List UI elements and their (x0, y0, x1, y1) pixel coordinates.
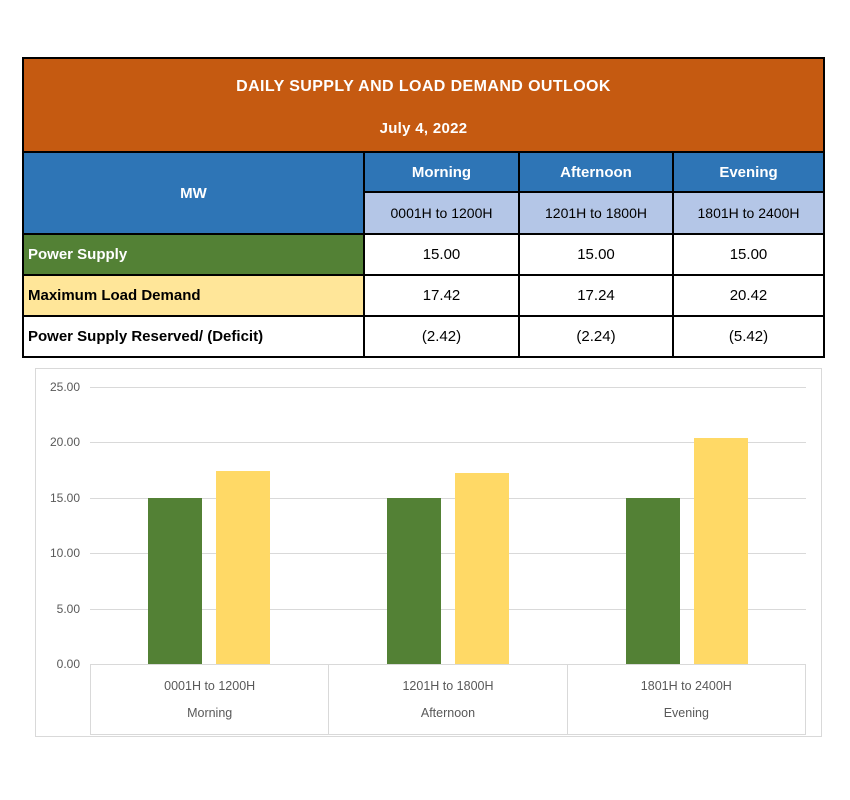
x-tick-group-label: Afternoon (420, 706, 476, 721)
table-row-power-supply: Power Supply 15.00 15.00 15.00 (22, 233, 825, 276)
y-axis-labels: 25.00 20.00 15.00 10.00 5.00 0.00 (36, 379, 80, 672)
bar-power-supply-afternoon (387, 497, 441, 664)
report-date: July 4, 2022 (379, 120, 468, 137)
gridline (90, 442, 806, 444)
x-axis-category-afternoon: 1201H to 1800H Afternoon (329, 665, 568, 734)
chart-plot (90, 387, 806, 665)
x-axis-labels: 0001H to 1200H Morning 1201H to 1800H Af… (90, 664, 806, 735)
reserve-evening: (5.42) (672, 315, 825, 358)
bar-group-evening (567, 387, 806, 664)
bar-power-supply-evening (625, 497, 680, 664)
x-tick-group-label: Evening (663, 706, 709, 721)
max-load-morning: 17.42 (363, 274, 520, 317)
row-label-reserve-deficit: Power Supply Reserved/ (Deficit) (22, 315, 365, 358)
bar-maximum-load-demand-morning (216, 471, 271, 664)
power-supply-evening: 15.00 (672, 233, 825, 276)
gridline (90, 608, 806, 610)
unit-header-cell: MW (22, 151, 365, 235)
bar-maximum-load-demand-evening (693, 437, 748, 664)
table-row-reserve-deficit: Power Supply Reserved/ (Deficit) (2.42) … (22, 315, 825, 358)
column-header-afternoon: Afternoon (518, 151, 674, 193)
x-axis-category-evening: 1801H to 2400H Evening (568, 665, 805, 734)
column-header-evening: Evening (672, 151, 825, 193)
x-tick-group-label: Morning (187, 706, 233, 721)
y-tick-label: 20.00 (49, 435, 80, 450)
gridline (90, 387, 806, 388)
y-tick-label: 5.00 (56, 601, 80, 616)
table-row-max-load-demand: Maximum Load Demand 17.42 17.24 20.42 (22, 274, 825, 317)
time-range-afternoon: 1201H to 1800H (518, 191, 674, 235)
y-tick-label: 15.00 (49, 490, 80, 505)
x-axis-category-morning: 0001H to 1200H Morning (91, 665, 330, 734)
x-tick-time-label: 1201H to 1800H (402, 678, 494, 693)
report-title: DAILY SUPPLY AND LOAD DEMAND OUTLOOK (236, 78, 611, 95)
column-header-morning: Morning (363, 151, 520, 193)
reserve-afternoon: (2.24) (518, 315, 674, 358)
x-tick-time-label: 1801H to 2400H (640, 678, 732, 693)
y-tick-label: 25.00 (49, 380, 80, 394)
row-label-max-load-demand: Maximum Load Demand (22, 274, 365, 317)
time-range-evening: 1801H to 2400H (672, 191, 825, 235)
bar-chart: 25.00 20.00 15.00 10.00 5.00 0.00 0001H … (35, 368, 822, 737)
chart-bar-groups (90, 387, 806, 664)
y-tick-label: 10.00 (49, 546, 80, 561)
x-tick-time-label: 0001H to 1200H (164, 678, 256, 693)
row-label-power-supply: Power Supply (22, 233, 365, 276)
max-load-afternoon: 17.24 (518, 274, 674, 317)
time-range-morning: 0001H to 1200H (363, 191, 520, 235)
supply-demand-table: DAILY SUPPLY AND LOAD DEMAND OUTLOOK Jul… (22, 57, 825, 358)
report-banner: DAILY SUPPLY AND LOAD DEMAND OUTLOOK Jul… (22, 57, 825, 153)
reserve-morning: (2.42) (363, 315, 520, 358)
max-load-evening: 20.42 (672, 274, 825, 317)
bar-group-morning (90, 387, 329, 664)
power-supply-afternoon: 15.00 (518, 233, 674, 276)
power-supply-morning: 15.00 (363, 233, 520, 276)
bar-maximum-load-demand-afternoon (455, 472, 509, 664)
bar-power-supply-morning (148, 497, 203, 664)
bar-group-afternoon (329, 387, 568, 664)
gridline (90, 497, 806, 499)
y-tick-label: 0.00 (56, 656, 80, 671)
gridline (90, 553, 806, 555)
